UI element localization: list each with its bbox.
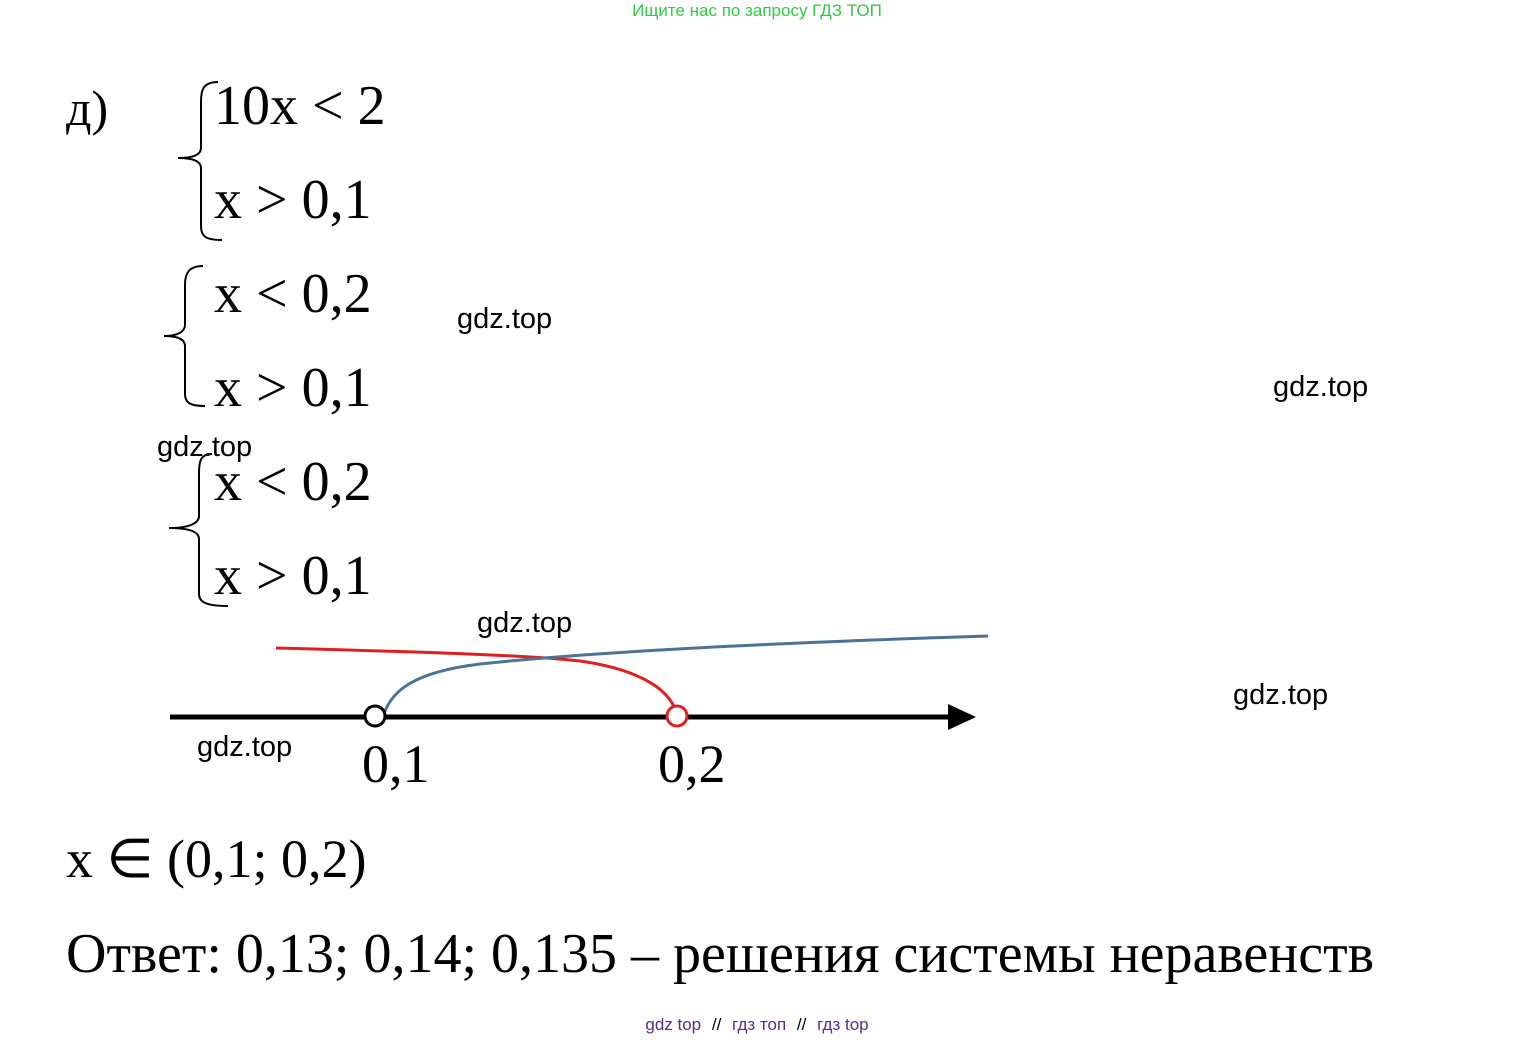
system-3-second: x > 0,1 bbox=[214, 545, 372, 607]
system-2-brace bbox=[163, 265, 206, 407]
footer-link[interactable]: gdz top bbox=[645, 1015, 702, 1034]
system-3-brace bbox=[168, 453, 229, 607]
arc-less-than-0-2 bbox=[275, 646, 678, 713]
answer-set: x ∈ (0,1; 0,2) bbox=[66, 829, 367, 889]
watermark: gdz.top bbox=[157, 431, 253, 463]
footer-separator: // bbox=[796, 1015, 807, 1034]
watermark: gdz.top bbox=[197, 731, 293, 763]
watermark: gdz.top bbox=[1233, 679, 1329, 711]
footer-link[interactable]: гдз топ bbox=[732, 1015, 787, 1034]
point-0-2 bbox=[665, 704, 689, 728]
tick-label-0-2: 0,2 bbox=[658, 734, 726, 794]
arc-greater-than-0-1 bbox=[382, 634, 989, 715]
system-1-first: 10x < 2 bbox=[214, 75, 386, 137]
system-2-second: x > 0,1 bbox=[214, 357, 372, 419]
footer-link[interactable]: гдз top bbox=[817, 1015, 869, 1034]
system-3-first: x < 0,2 bbox=[214, 451, 372, 513]
system-1-brace bbox=[177, 81, 223, 241]
tick-label-0-1: 0,1 bbox=[362, 734, 430, 794]
footer-separator: // bbox=[711, 1015, 722, 1034]
watermark: gdz.top bbox=[477, 607, 573, 639]
watermark: gdz.top bbox=[457, 303, 553, 335]
axis-arrow-icon bbox=[948, 704, 976, 730]
footer: gdz top // гдз топ // гдз top bbox=[0, 1014, 1514, 1036]
top-banner: Ищите нас по запросу ГДЗ ТОП bbox=[632, 1, 882, 20]
system-1-second: x > 0,1 bbox=[214, 169, 372, 231]
system-2-first: x < 0,2 bbox=[214, 263, 372, 325]
point-0-1 bbox=[363, 704, 387, 728]
answer-text: Ответ: 0,13; 0,14; 0,135 – решения систе… bbox=[66, 923, 1375, 985]
problem-label: д) bbox=[66, 80, 109, 136]
watermark: gdz.top bbox=[1273, 371, 1369, 403]
